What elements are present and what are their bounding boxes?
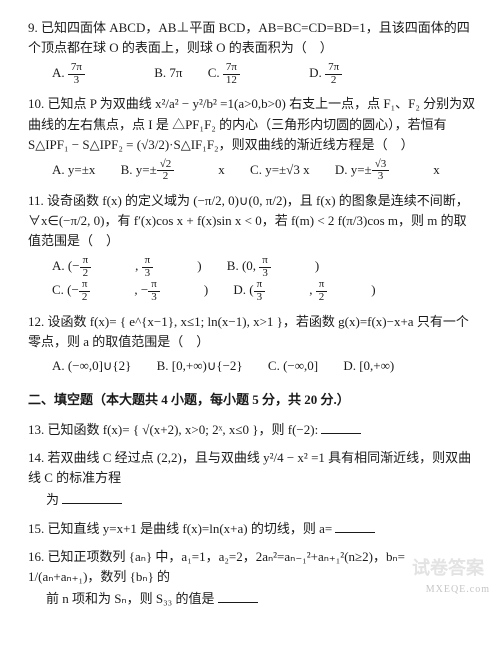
question-13: 13. 已知函数 f(x)= { √(x+2), x>0; 2ˣ, x≤0 }，… bbox=[28, 420, 478, 440]
q12-stem: 设函数 f(x)= { e^{x−1}, x≤1; ln(x−1), x>1 }… bbox=[28, 314, 469, 349]
q11-stem: 设奇函数 f(x) 的定义域为 (−π/2, 0)∪(0, π/2)，且 f(x… bbox=[28, 193, 469, 248]
q11-opt-d: D. (π3, π2) bbox=[233, 279, 375, 303]
q12-number: 12. bbox=[28, 314, 44, 329]
q13-blank bbox=[321, 421, 361, 434]
question-14: 14. 若双曲线 C 经过点 (2,2)，且与双曲线 y²/4 − x² =1 … bbox=[28, 448, 478, 488]
q11-number: 11. bbox=[28, 193, 44, 208]
q9-stem: 已知四面体 ABCD，AB⊥平面 BCD，AB=BC=CD=BD=1，且该四面体… bbox=[28, 20, 470, 55]
q16-blank bbox=[218, 590, 258, 603]
q9-number: 9. bbox=[28, 20, 38, 35]
q10-options: A. y=±x B. y=±√22x C. y=±√3 x D. y=±√33x bbox=[52, 159, 478, 183]
q15-blank bbox=[335, 520, 375, 533]
q10-opt-c: C. y=±√3 x bbox=[250, 160, 310, 180]
q13-stem: 已知函数 f(x)= { √(x+2), x>0; 2ˣ, x≤0 }，则 f(… bbox=[48, 422, 319, 437]
question-10: 10. 已知点 P 为双曲线 x²/a² − y²/b² =1(a>0,b>0)… bbox=[28, 94, 478, 183]
watermark-url: MXEQE.com bbox=[426, 582, 490, 598]
q9-opt-c: C. 7π12 bbox=[208, 62, 284, 86]
q13-number: 13. bbox=[28, 422, 44, 437]
section-2-header: 二、填空题（本大题共 4 小题，每小题 5 分，共 20 分.） bbox=[28, 390, 478, 410]
q9-options: A. 7π3 B. 7π C. 7π12 D. 7π2 bbox=[52, 62, 478, 86]
q11-options: A. (−π2, π3) B. (0, π3) C. (−π2, −π3) D.… bbox=[52, 255, 478, 303]
question-9: 9. 已知四面体 ABCD，AB⊥平面 BCD，AB=BC=CD=BD=1，且该… bbox=[28, 18, 478, 86]
q15-stem: 已知直线 y=x+1 是曲线 f(x)=ln(x+a) 的切线，则 a= bbox=[48, 521, 333, 536]
q12-options: A. (−∞,0]∪{2} B. [0,+∞)∪{−2} C. (−∞,0] D… bbox=[52, 356, 478, 376]
q16-stem-b: 前 n 项和为 Sₙ，则 S₃₃ 的值是 bbox=[46, 591, 214, 606]
question-12: 12. 设函数 f(x)= { e^{x−1}, x≤1; ln(x−1), x… bbox=[28, 312, 478, 376]
question-14-line2: 为 bbox=[28, 490, 478, 510]
q10-opt-d: D. y=±√33x bbox=[335, 159, 440, 183]
q12-opt-b: B. [0,+∞)∪{−2} bbox=[157, 356, 243, 376]
q9-opt-d: D. 7π2 bbox=[309, 62, 386, 86]
q14-stem-a: 若双曲线 C 经过点 (2,2)，且与双曲线 y²/4 − x² =1 具有相同… bbox=[28, 450, 471, 485]
q16-number: 16. bbox=[28, 549, 44, 564]
q14-blank bbox=[62, 492, 122, 505]
q16-stem-a: 已知正项数列 {aₙ} 中，a₁=1，a₂=2，2aₙ²=aₙ₋₁²+aₙ₊₁²… bbox=[28, 549, 405, 584]
q12-opt-a: A. (−∞,0]∪{2} bbox=[52, 356, 131, 376]
watermark-logo: 试卷答案 bbox=[412, 555, 484, 583]
question-16: 16. 已知正项数列 {aₙ} 中，a₁=1，a₂=2，2aₙ²=aₙ₋₁²+a… bbox=[28, 547, 478, 587]
q10-stem: 已知点 P 为双曲线 x²/a² − y²/b² =1(a>0,b>0) 右支上… bbox=[28, 96, 475, 151]
q11-opt-c: C. (−π2, −π3) bbox=[52, 279, 208, 303]
q9-opt-a: A. 7π3 bbox=[52, 62, 129, 86]
q11-opt-a: A. (−π2, π3) bbox=[52, 255, 202, 279]
q10-number: 10. bbox=[28, 96, 44, 111]
q11-opt-b: B. (0, π3) bbox=[227, 255, 319, 279]
q14-number: 14. bbox=[28, 450, 44, 465]
q10-opt-b: B. y=±√22x bbox=[121, 159, 225, 183]
question-11: 11. 设奇函数 f(x) 的定义域为 (−π/2, 0)∪(0, π/2)，且… bbox=[28, 191, 478, 304]
question-16-line2: 前 n 项和为 Sₙ，则 S₃₃ 的值是 bbox=[28, 589, 478, 609]
q15-number: 15. bbox=[28, 521, 44, 536]
q14-stem-b: 为 bbox=[46, 492, 59, 507]
q12-opt-d: D. [0,+∞) bbox=[343, 356, 394, 376]
q10-opt-a: A. y=±x bbox=[52, 160, 95, 180]
q12-opt-c: C. (−∞,0] bbox=[268, 356, 318, 376]
question-15: 15. 已知直线 y=x+1 是曲线 f(x)=ln(x+a) 的切线，则 a= bbox=[28, 519, 478, 539]
q9-opt-b: B. 7π bbox=[154, 63, 182, 83]
